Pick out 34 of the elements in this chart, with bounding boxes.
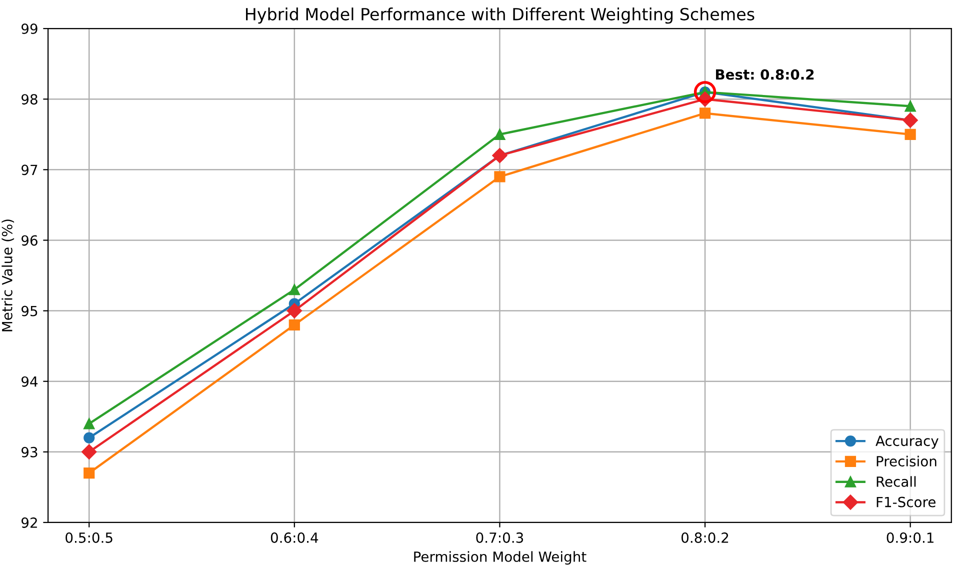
- y-tick-label: 97: [22, 164, 38, 176]
- y-tick-label: 96: [22, 235, 38, 246]
- x-tick-label: 0.8:0.2: [682, 532, 728, 543]
- legend-label: Recall: [876, 476, 916, 487]
- y-tick-label: 99: [22, 24, 38, 34]
- point: [84, 468, 95, 479]
- point: [288, 284, 300, 296]
- y-tick-label: 92: [22, 517, 37, 528]
- point: [699, 108, 711, 119]
- point: [904, 100, 916, 112]
- point: [904, 128, 916, 140]
- point: [494, 171, 506, 182]
- point: [82, 444, 97, 460]
- point: [84, 432, 95, 444]
- x-tick-label: 0.9:0.1: [886, 532, 934, 543]
- point: [288, 319, 300, 330]
- x-tick-label: 0.6:0.4: [270, 532, 318, 543]
- point: [286, 303, 302, 318]
- legend-label: F1-Score: [876, 496, 936, 508]
- chart-title: Hybrid Model Performance with Different Weighting Schemes: [246, 8, 754, 24]
- y-tick-label: 95: [22, 306, 38, 316]
- point: [84, 418, 95, 430]
- point: [494, 128, 506, 140]
- point: [492, 148, 508, 164]
- annotation: Best: 0.8:0.2: [716, 69, 814, 80]
- x-tick-label: 0.7:0.3: [476, 532, 524, 543]
- x-axis-title: Permission Model Weight: [414, 551, 586, 565]
- y-tick-label: 98: [22, 94, 38, 105]
- y-axis-title: Metric Value (%): [2, 220, 14, 332]
- y-tick-label: 94: [22, 376, 38, 387]
- legend-label: Precision: [876, 456, 936, 466]
- x-tick-label: 0.5:0.5: [66, 532, 112, 543]
- legend-label: Accuracy: [876, 436, 938, 449]
- y-tick-label: 93: [22, 446, 38, 458]
